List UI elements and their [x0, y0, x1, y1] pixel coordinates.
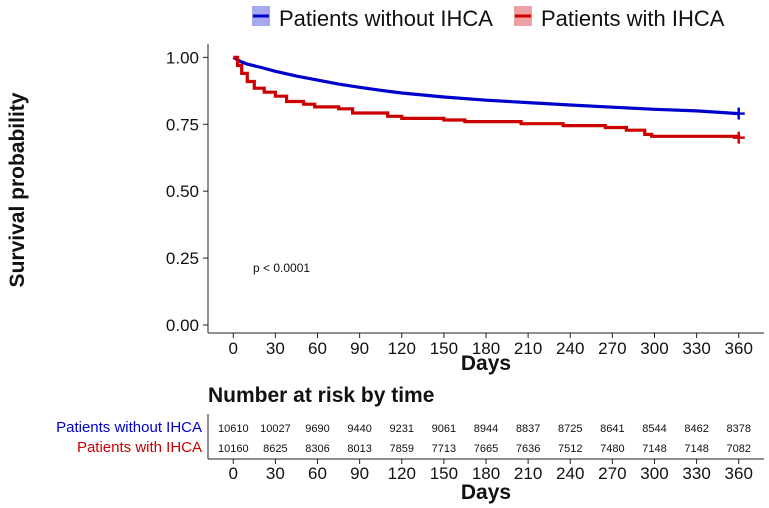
risk-x-tick-label: 0	[229, 464, 238, 483]
risk-table-title: Number at risk by time	[208, 384, 434, 407]
x-tick-label: 330	[682, 339, 710, 358]
p-value-annotation: p < 0.0001	[253, 261, 310, 275]
risk-x-tick-label: 360	[725, 464, 753, 483]
legend: Patients without IHCA Patients with IHCA	[252, 6, 725, 31]
risk-cell: 9061	[432, 423, 456, 435]
risk-cell: 7859	[390, 443, 414, 455]
risk-x-axis-title: Days	[461, 481, 511, 504]
risk-x-tick-label: 60	[308, 464, 327, 483]
risk-cell: 7636	[516, 443, 540, 455]
risk-x-tick-label: 330	[682, 464, 710, 483]
risk-cell: 8306	[305, 443, 329, 455]
y-ticks: 0.00 0.25 0.50 0.75 1.00	[166, 48, 208, 335]
risk-x-tick-label: 240	[556, 464, 584, 483]
risk-x-tick-label: 270	[598, 464, 626, 483]
x-tick-label: 270	[598, 339, 626, 358]
y-tick-label: 0.50	[166, 182, 199, 201]
x-tick-label: 0	[229, 339, 238, 358]
x-tick-label: 240	[556, 339, 584, 358]
risk-cell: 7665	[474, 443, 498, 455]
x-tick-label: 120	[388, 339, 416, 358]
risk-cell: 9231	[390, 423, 414, 435]
x-tick-label: 60	[308, 339, 327, 358]
risk-x-tick-label: 300	[640, 464, 668, 483]
risk-cell: 7082	[726, 443, 750, 455]
y-axis-title: Survival probability	[6, 92, 29, 287]
x-tick-label: 210	[514, 339, 542, 358]
risk-cell: 8544	[642, 423, 666, 435]
risk-cell: 8725	[558, 423, 582, 435]
risk-cell: 9440	[347, 423, 371, 435]
risk-cell: 8641	[600, 423, 624, 435]
x-axis-title: Days	[461, 352, 511, 375]
risk-cell: 8944	[474, 423, 498, 435]
censor-mark-without	[732, 107, 745, 120]
risk-x-tick-label: 30	[266, 464, 285, 483]
risk-cell: 10610	[218, 423, 249, 435]
risk-cell: 8837	[516, 423, 540, 435]
risk-x-tick-label: 150	[430, 464, 458, 483]
risk-cell: 7148	[642, 443, 666, 455]
risk-x-tick-label: 180	[472, 464, 500, 483]
x-tick-label: 30	[266, 339, 285, 358]
risk-cell: 7148	[684, 443, 708, 455]
x-tick-label: 150	[430, 339, 458, 358]
main-plot-axes	[207, 44, 764, 334]
risk-cell: 9690	[305, 423, 329, 435]
risk-x-tick-label: 90	[350, 464, 369, 483]
x-tick-label: 180	[472, 339, 500, 358]
risk-cell: 8013	[347, 443, 371, 455]
risk-row-label-with: Patients with IHCA	[77, 439, 202, 456]
risk-x-tick-label: 120	[388, 464, 416, 483]
risk-x-tick-label: 210	[514, 464, 542, 483]
survival-curves	[232, 55, 745, 144]
risk-cell: 7480	[600, 443, 624, 455]
x-ticks: 0 30 60 90 120 150 180 210 240 270 300 330 360	[229, 333, 753, 358]
curve-patients-without-ihca	[232, 56, 739, 116]
x-tick-label: 300	[640, 339, 668, 358]
y-tick-label: 0.75	[166, 115, 199, 134]
risk-x-ticks: 0 30 60 90 120 150 180 210 240 270 300 330 360	[229, 459, 753, 483]
legend-label-with: Patients with IHCA	[541, 6, 725, 31]
x-tick-label: 360	[725, 339, 753, 358]
risk-row-label-without: Patients without IHCA	[56, 419, 202, 436]
y-tick-label: 1.00	[166, 48, 199, 67]
y-tick-label: 0.25	[166, 249, 199, 268]
risk-cell: 10027	[260, 423, 291, 435]
y-tick-label: 0.00	[166, 316, 199, 335]
curve-patients-with-ihca	[233, 55, 741, 138]
risk-cell: 7713	[432, 443, 456, 455]
risk-cell: 10160	[218, 443, 249, 455]
legend-label-without: Patients without IHCA	[279, 6, 493, 31]
risk-cell: 8625	[263, 443, 287, 455]
censor-mark-with	[732, 131, 745, 144]
risk-cell: 7512	[558, 443, 582, 455]
risk-table-cells: 10610 10027 9690 9440 9231 9061 8944 8837 8725 86…	[218, 423, 751, 455]
risk-cell: 8378	[726, 423, 750, 435]
x-tick-label: 90	[350, 339, 369, 358]
risk-cell: 8462	[684, 423, 708, 435]
